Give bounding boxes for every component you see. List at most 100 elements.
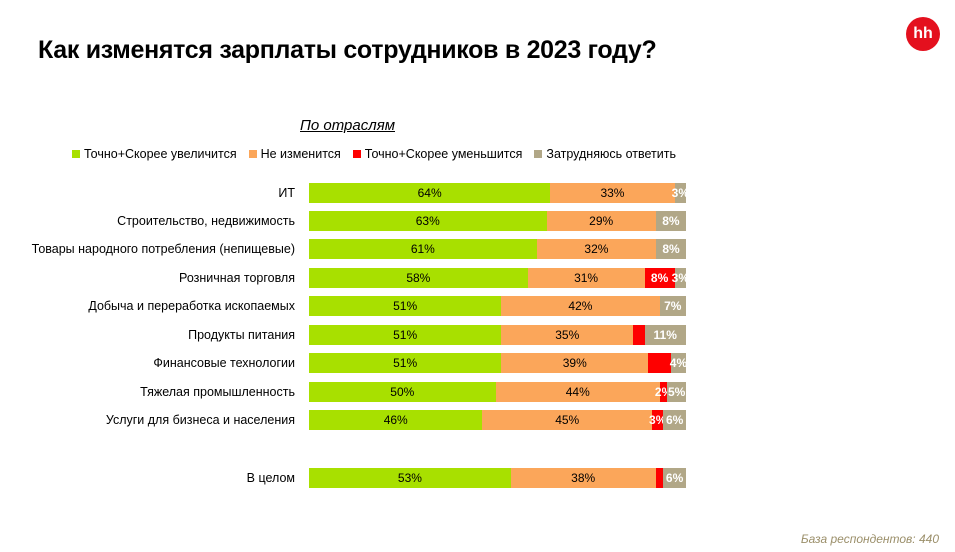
data-label: 38% [571,471,596,485]
bar-segment: 11% [644,325,686,345]
data-label: 3% [671,271,689,285]
legend: Точно+Скорее увеличится Не изменится Точно… [72,147,676,161]
bar-segment: 53% [309,468,511,488]
legend-item: Не изменится [248,147,341,161]
bar-row: 63% 29% 8% [309,211,686,231]
bar-segment: 63% [309,211,547,231]
chart-title: По отраслям [300,117,395,134]
data-label: 3% [671,186,689,200]
data-label: 51% [393,356,418,370]
bar-segment: 45% [482,410,653,430]
data-label: 3% [649,413,667,427]
data-label: 46% [383,413,408,427]
data-label: 29% [589,214,614,228]
bar-row: 51% 39% 4% [309,353,688,373]
category-label: Товары народного потребления (непищевые) [31,242,295,256]
data-label: 53% [397,471,422,485]
bar-segment: 64% [309,183,551,203]
data-label: 8% [662,214,680,228]
data-label: 5% [667,385,686,399]
bar-segment: 32% [536,239,657,259]
bar-segment: 2% [655,382,672,402]
bar-segment: 3% [671,183,689,203]
category-label: ИТ [278,186,295,200]
data-label: 4% [669,356,688,370]
legend-item: Точно+Скорее увеличится [72,147,237,161]
bar-segment: 61% [309,239,537,259]
legend-label: Не изменится [260,147,341,161]
page-title: Как изменятся зарплаты сотрудников в 202… [38,36,657,64]
bar-row: 64% 33% 3% [309,183,689,203]
bar-segment: 8% [644,268,675,288]
bar-segment [633,325,645,345]
data-label: 6% [665,471,684,485]
legend-swatch [248,150,257,158]
bar-segment: 5% [667,382,686,402]
data-label: 63% [415,214,440,228]
bar-segment: 35% [501,325,634,345]
bar-row: 46% 45% 3% 6% [309,410,686,430]
category-label: Добыча и переработка ископаемых [88,299,295,313]
bar-segment: 8% [656,239,686,259]
data-label: 64% [417,186,442,200]
legend-swatch [534,150,543,158]
category-label: Финансовые технологии [153,356,295,370]
legend-label: Затрудняюсь ответить [546,147,676,161]
data-label: 51% [393,328,418,342]
category-label: Строительство, недвижимость [117,214,295,228]
bar-segment: 42% [501,296,660,316]
data-label: 51% [393,299,418,313]
bar-segment: 38% [510,468,656,488]
bar-segment: 4% [669,353,688,373]
bar-segment: 6% [663,410,686,430]
bar-row: 50% 44% 2% 5% [309,382,686,402]
bar-segment [648,353,671,373]
legend-label: Точно+Скорее уменьшится [364,147,523,161]
bar-segment [655,468,664,488]
legend-item: Затрудняюсь ответить [534,147,676,161]
legend-label: Точно+Скорее увеличится [84,147,237,161]
bar-row: 51% 35% 11% [309,325,686,345]
category-label: В целом [246,471,295,485]
bar-row: 51% 42% 7% [309,296,686,316]
bar-segment: 7% [659,296,686,316]
data-label: 33% [600,186,625,200]
data-label: 39% [562,356,587,370]
data-label: 50% [390,385,415,399]
respondent-base: База респондентов: 440 [800,532,939,546]
category-label: Услуги для бизнеса и населения [105,413,295,427]
data-label: 11% [653,328,677,342]
bar-segment: 51% [309,296,502,316]
hh-logo: hh [906,17,940,51]
legend-swatch [352,150,361,158]
bar-segment: 31% [527,268,645,288]
data-label: 6% [665,413,684,427]
bar-row: 61% 32% 8% [309,239,686,259]
data-label: 8% [650,271,669,285]
bar-segment: 6% [663,468,686,488]
bar-segment: 39% [501,353,649,373]
category-label: Розничная торговля [179,271,295,285]
legend-item: Точно+Скорее уменьшится [352,147,523,161]
bar-segment: 3% [649,410,667,430]
bar-segment: 44% [495,382,660,402]
data-label: 42% [568,299,593,313]
data-label: 31% [574,271,599,285]
bar-row: 53% 38% 6% [309,468,686,488]
bar-segment: 50% [309,382,496,402]
legend-swatch [72,150,80,158]
bar-segment: 33% [550,183,675,203]
category-label: Тяжелая промышленность [140,385,295,399]
bar-segment: 51% [309,353,502,373]
data-label: 61% [410,242,435,256]
data-label: 32% [584,242,609,256]
bar-segment: 3% [671,268,689,288]
data-label: 58% [406,271,431,285]
data-label: 35% [555,328,580,342]
bar-segment: 51% [309,325,502,345]
data-label: 8% [662,242,680,256]
category-label: Продукты питания [188,328,295,342]
bar-segment: 8% [655,211,686,231]
bar-row: 58% 31% 8% 3% [309,268,689,288]
data-label: 44% [565,385,590,399]
